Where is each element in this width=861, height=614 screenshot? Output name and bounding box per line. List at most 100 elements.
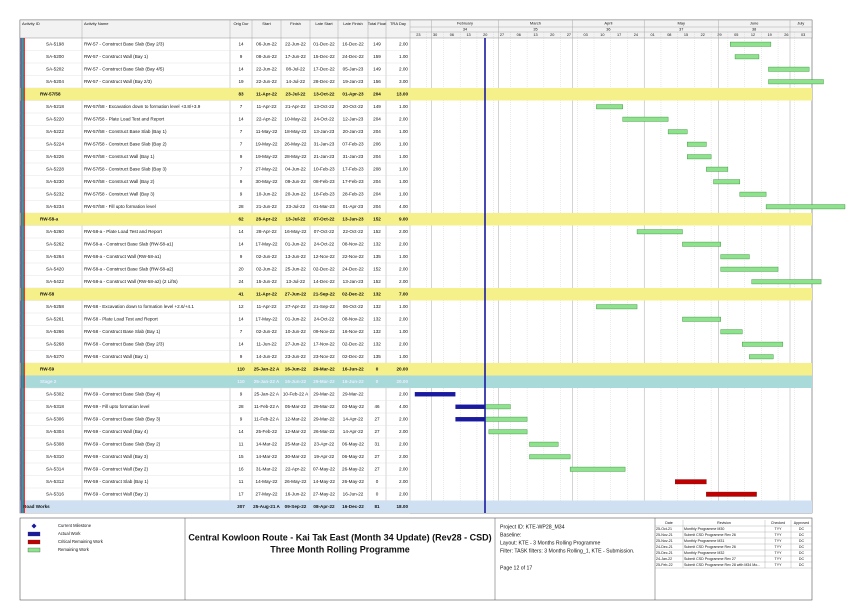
- project-id: Project ID: KTE-WP28_M34: [500, 524, 565, 530]
- cell: 1.00: [399, 179, 408, 184]
- cell: 02-Dec-22: [342, 341, 364, 346]
- week-label: 05: [734, 33, 738, 37]
- activity-id: SA-5228: [46, 166, 64, 171]
- activity-id: SA-5234: [46, 204, 64, 209]
- remaining-bar: [765, 204, 846, 210]
- cell: 1.00: [399, 254, 408, 259]
- cell: 31-Jan-23: [314, 141, 335, 146]
- cell: 2.00: [399, 429, 408, 434]
- cell: 27: [374, 466, 380, 471]
- cell: RW-57/58 - Construct Wall (Bay 3): [84, 191, 155, 196]
- week-label: 19: [768, 33, 772, 37]
- remaining-bar: [720, 266, 779, 272]
- cell: 0: [376, 491, 379, 496]
- week-label: 23: [416, 33, 420, 37]
- revision-cell: DC: [799, 545, 805, 549]
- cell: 21-Apr-22: [285, 104, 306, 109]
- activity-id: SA-5312: [46, 479, 64, 484]
- cell: 14-Apr-22: [343, 429, 364, 434]
- cell: 204: [373, 116, 381, 121]
- cell: 08-Nov-22: [342, 316, 364, 321]
- critical-bar: [706, 491, 757, 497]
- cell: 03-May-22: [342, 404, 364, 409]
- remaining-bar: [529, 454, 571, 460]
- cell: 17-Jun-22: [285, 54, 306, 59]
- week-label: 29: [717, 33, 721, 37]
- cell: 9: [240, 416, 243, 421]
- cell: 28-Dec-22: [313, 79, 335, 84]
- cell: 0: [376, 379, 379, 384]
- revision-cell: DC: [799, 539, 805, 543]
- activity-id: SA-5318: [46, 404, 64, 409]
- cell: RW-57/58 - Plate Load Test and Report: [84, 116, 165, 121]
- cell: 13.00: [397, 91, 409, 96]
- cell: 27: [374, 454, 380, 459]
- cell: 9: [240, 54, 243, 59]
- cell: 7: [240, 141, 243, 146]
- cell: 14-Mar-22: [256, 454, 278, 459]
- cell: 11-May-22: [256, 129, 278, 134]
- revision-cell: Monthly Programme M30: [684, 527, 724, 531]
- remaining-bar: [667, 129, 688, 135]
- cell: 24-Oct-22: [314, 116, 335, 121]
- cell: 25-Jan-22 A: [254, 366, 280, 371]
- actual-bar: [455, 417, 485, 422]
- cell: 11-Apr-22: [256, 104, 277, 109]
- cell: 25-Mar-22: [285, 441, 307, 446]
- column-header: Start: [262, 21, 271, 26]
- cell: 13-Jul-22: [286, 216, 306, 221]
- cell: 09-Jun-22: [285, 179, 306, 184]
- cell: RW-57/58 - Construct Base Slab (Bay 2): [84, 141, 167, 146]
- cell: RW-59 - Construct Base Slab (Bay 3): [84, 416, 161, 421]
- activity-id: SA-5198: [46, 41, 64, 46]
- cell: 16-Jun-22: [343, 491, 364, 496]
- week-label: 20: [483, 33, 487, 37]
- cell: 83: [238, 91, 244, 96]
- legend-label: Remaining Work: [58, 547, 90, 552]
- cell: RW-59 - Construct Slab (Bay 1): [84, 479, 149, 484]
- cell: 31: [374, 441, 380, 446]
- cell: 29-Mar-22: [313, 416, 335, 421]
- cell: 08-Apr-22: [313, 504, 335, 509]
- cell: RW-57/58 - Construct Base Slab (Bay 1): [84, 129, 167, 134]
- cell: 02-Jun-22: [256, 266, 277, 271]
- cell: 149: [373, 66, 381, 71]
- cell: 12-Mar-22: [285, 429, 307, 434]
- wbs-strip: [21, 38, 23, 513]
- cell: 22-Jun-22: [256, 66, 277, 71]
- cell: 1.00: [399, 154, 408, 159]
- cell: 23-Nov-22: [313, 354, 335, 359]
- cell: 10-May-22: [285, 116, 307, 121]
- cell: 24-Dec-22: [342, 54, 364, 59]
- week-label: 20: [550, 33, 554, 37]
- cell: 07-Oct-22: [314, 216, 335, 221]
- activity-id: SA-5266: [46, 329, 64, 334]
- cell: 20.00: [397, 379, 409, 384]
- cell: 02-Jun-22: [256, 329, 277, 334]
- cell: 20.00: [397, 366, 409, 371]
- cell: 16: [238, 466, 244, 471]
- revision-cell: TYY: [775, 545, 783, 549]
- week-label: 15: [684, 33, 688, 37]
- remaining-bar: [484, 416, 528, 422]
- cell: 2.00: [399, 416, 408, 421]
- week-label: 24: [634, 33, 638, 37]
- cell: 2.00: [399, 316, 408, 321]
- row-bg: [20, 88, 812, 101]
- cell: 9: [240, 391, 243, 396]
- activity-id: SA-5268: [46, 341, 64, 346]
- revision-cell: 24-Jan-22: [656, 557, 672, 561]
- remaining-bar: [682, 316, 721, 322]
- activity-id: SA-5220: [46, 116, 64, 121]
- column-header: Activity Name: [84, 21, 109, 26]
- cell: 26-May-22: [285, 479, 307, 484]
- cell: 1.00: [399, 329, 408, 334]
- cell: 13-Oct-22: [314, 104, 335, 109]
- cell: 22-Jun-22: [285, 41, 306, 46]
- revision-cell: 25-Nov-21: [656, 539, 673, 543]
- cell: 208: [373, 166, 381, 171]
- cell: 27-Apr-22: [285, 304, 306, 309]
- remaining-bar: [720, 254, 750, 260]
- cell: 21-Jan-23: [314, 154, 335, 159]
- cell: 07-Oct-22: [314, 229, 335, 234]
